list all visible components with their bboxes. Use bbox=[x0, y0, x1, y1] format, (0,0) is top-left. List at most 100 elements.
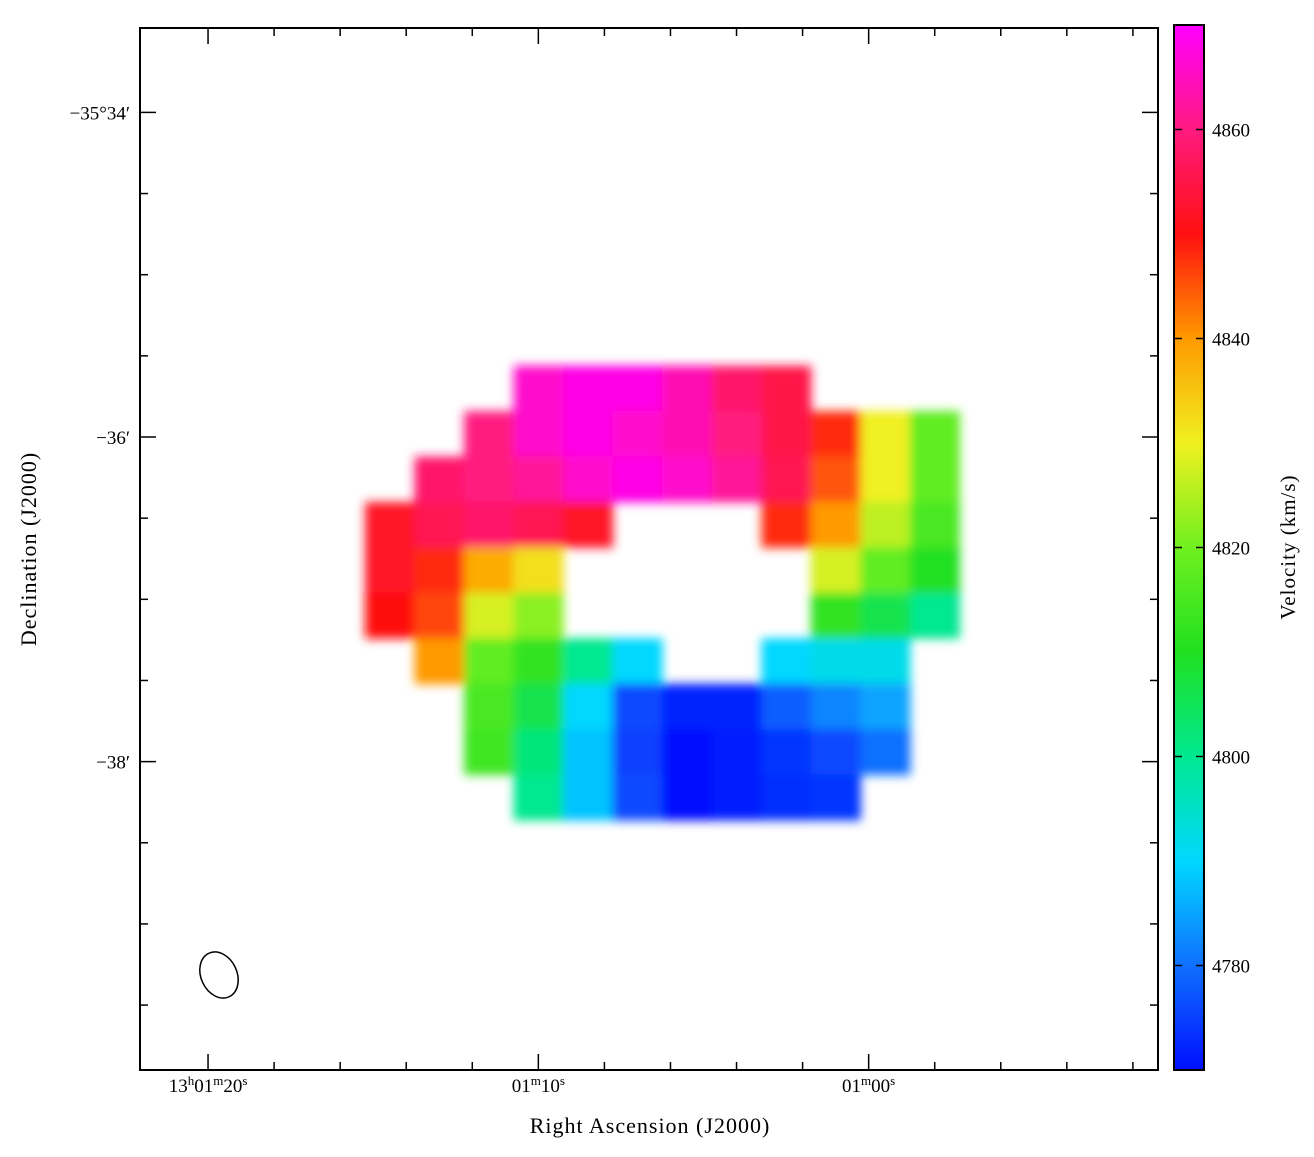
velocity-cell bbox=[860, 456, 911, 503]
velocity-cell bbox=[860, 592, 911, 639]
velocity-cell bbox=[464, 547, 515, 594]
velocity-cell bbox=[563, 411, 614, 457]
velocity-cell bbox=[414, 501, 465, 548]
colorbar-tick-label: 4860 bbox=[1212, 121, 1250, 142]
velocity-cell bbox=[860, 683, 911, 730]
velocity-cell bbox=[464, 592, 515, 639]
colorbar-tick-label: 4840 bbox=[1212, 330, 1250, 351]
plot-frame bbox=[139, 27, 1159, 1071]
velocity-cell bbox=[464, 411, 515, 457]
velocity-cell bbox=[513, 501, 564, 548]
velocity-cell bbox=[860, 729, 911, 776]
velocity-field bbox=[364, 365, 960, 821]
velocity-cell bbox=[761, 683, 812, 730]
velocity-cell bbox=[513, 592, 564, 639]
velocity-cell bbox=[414, 456, 465, 503]
velocity-cell bbox=[761, 365, 812, 412]
velocity-cell bbox=[761, 774, 812, 821]
velocity-cell bbox=[662, 411, 713, 457]
x-axis-label: Right Ascension (J2000) bbox=[530, 1113, 771, 1138]
velocity-cell bbox=[810, 774, 861, 821]
x-tick-label: 01m00s bbox=[842, 1073, 895, 1098]
velocity-cell bbox=[662, 365, 713, 412]
velocity-cell bbox=[563, 365, 614, 412]
velocity-cell bbox=[464, 729, 515, 776]
velocity-cell bbox=[860, 638, 911, 685]
velocity-cell bbox=[711, 411, 762, 457]
velocity-cell bbox=[711, 774, 762, 821]
velocity-cell bbox=[612, 774, 663, 821]
velocity-cell bbox=[662, 774, 713, 821]
velocity-cell bbox=[662, 456, 713, 503]
velocity-cell bbox=[711, 365, 762, 412]
velocity-cell bbox=[711, 729, 762, 776]
colorbar-tick-label: 4780 bbox=[1212, 957, 1250, 978]
velocity-cell bbox=[810, 729, 861, 776]
velocity-cell bbox=[810, 456, 861, 503]
velocity-cell bbox=[513, 411, 564, 457]
velocity-cell bbox=[612, 729, 663, 776]
velocity-cell bbox=[810, 683, 861, 730]
velocity-cell bbox=[513, 683, 564, 730]
velocity-cell bbox=[860, 411, 911, 457]
velocity-cell bbox=[364, 547, 415, 594]
velocity-cell bbox=[364, 501, 415, 548]
colorbar-label: Velocity (km/s) bbox=[1276, 474, 1300, 619]
beam bbox=[199, 951, 239, 999]
y-tick-label: −36′ bbox=[96, 428, 130, 449]
velocity-cell bbox=[612, 638, 663, 685]
y-tick-label: −35°34′ bbox=[70, 103, 130, 124]
velocity-cell bbox=[761, 411, 812, 457]
velocity-cell bbox=[563, 638, 614, 685]
velocity-cell bbox=[464, 456, 515, 503]
velocity-cell bbox=[513, 638, 564, 685]
velocity-cell bbox=[810, 592, 861, 639]
velocity-cell bbox=[513, 547, 564, 594]
velocity-cell bbox=[414, 638, 465, 685]
velocity-cell bbox=[909, 501, 960, 548]
velocity-cell bbox=[563, 729, 614, 776]
velocity-cell bbox=[563, 683, 614, 730]
velocity-cell bbox=[909, 547, 960, 594]
x-tick-label: 13h01m20s bbox=[169, 1073, 248, 1098]
x-tick-label: 01m10s bbox=[512, 1073, 565, 1098]
velocity-cell bbox=[662, 683, 713, 730]
velocity-cell bbox=[711, 683, 762, 730]
velocity-cell bbox=[909, 456, 960, 503]
velocity-cell bbox=[612, 456, 663, 503]
velocity-cell bbox=[513, 365, 564, 412]
velocity-cell bbox=[810, 411, 861, 457]
velocity-cell bbox=[513, 729, 564, 776]
velocity-cell bbox=[563, 501, 614, 548]
velocity-cell bbox=[909, 411, 960, 457]
velocity-cell bbox=[364, 592, 415, 639]
velocity-cell bbox=[761, 456, 812, 503]
velocity-cell bbox=[761, 638, 812, 685]
velocity-cell bbox=[612, 411, 663, 457]
velocity-cell bbox=[414, 547, 465, 594]
y-axis-label: Declination (J2000) bbox=[16, 452, 41, 646]
velocity-cell bbox=[860, 501, 911, 548]
velocity-cell bbox=[464, 638, 515, 685]
colorbar-tick-label: 4820 bbox=[1212, 539, 1250, 560]
velocity-cell bbox=[662, 729, 713, 776]
velocity-cell bbox=[513, 456, 564, 503]
colorbar-tick-label: 4800 bbox=[1212, 748, 1250, 769]
velocity-cell bbox=[414, 592, 465, 639]
velocity-cell bbox=[563, 456, 614, 503]
velocity-cell bbox=[810, 501, 861, 548]
velocity-cell bbox=[563, 774, 614, 821]
velocity-cell bbox=[860, 547, 911, 594]
velocity-cell bbox=[513, 774, 564, 821]
velocity-cell bbox=[810, 638, 861, 685]
velocity-cell bbox=[612, 683, 663, 730]
velocity-cell bbox=[464, 501, 515, 548]
velocity-cell bbox=[464, 683, 515, 730]
y-tick-label: −38′ bbox=[96, 753, 130, 774]
velocity-cell bbox=[761, 501, 812, 548]
velocity-cell bbox=[810, 547, 861, 594]
velocity-cell bbox=[909, 592, 960, 639]
velocity-cell bbox=[612, 365, 663, 412]
velocity-cell bbox=[711, 456, 762, 503]
